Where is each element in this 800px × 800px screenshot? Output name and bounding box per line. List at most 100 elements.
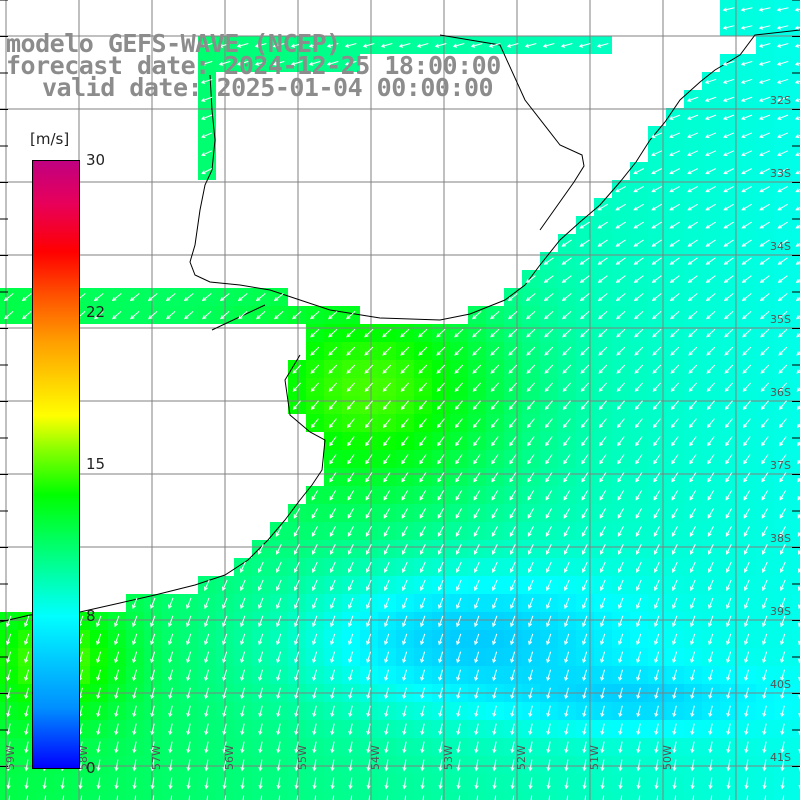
wind-arrow — [726, 651, 732, 664]
wind-arrow — [634, 311, 644, 320]
wind-arrow — [78, 777, 83, 790]
lon-label: 51W — [588, 745, 601, 770]
wind-arrow — [762, 561, 768, 573]
lat-label: 38S — [770, 532, 791, 545]
wind-arrow — [328, 328, 338, 338]
wind-arrow — [689, 525, 697, 537]
wind-arrow — [418, 382, 427, 392]
lon-label: 50W — [661, 745, 674, 770]
wind-arrow — [561, 293, 572, 302]
wind-arrow — [638, 795, 641, 800]
wind-arrow — [26, 795, 29, 800]
wind-arrow — [744, 669, 749, 682]
speed-cell — [774, 792, 792, 800]
wind-arrow — [618, 633, 624, 646]
wind-arrow — [795, 170, 800, 175]
wind-arrow — [544, 346, 554, 356]
wind-arrow — [473, 507, 481, 519]
wind-arrow — [150, 723, 155, 736]
wind-arrow — [204, 597, 210, 610]
wind-arrow — [438, 759, 443, 772]
wind-arrow — [150, 669, 155, 682]
wind-arrow — [456, 687, 461, 700]
wind-arrow — [636, 561, 642, 573]
wind-arrow — [688, 346, 698, 356]
wind-arrow — [402, 687, 407, 700]
wind-arrow — [491, 436, 499, 447]
wind-arrow — [437, 490, 445, 501]
wind-arrow — [168, 597, 174, 610]
wind-arrow — [780, 633, 786, 646]
wind-arrow — [348, 687, 353, 700]
wind-arrow — [615, 275, 626, 283]
wind-arrow — [564, 669, 569, 682]
wind-arrow — [759, 239, 770, 247]
wind-arrow — [634, 400, 643, 411]
wind-arrow — [147, 293, 158, 302]
wind-arrow — [580, 364, 590, 374]
wind-arrow — [366, 633, 372, 646]
wind-arrow — [617, 525, 625, 537]
wind-arrow — [94, 311, 104, 320]
wind-arrow — [240, 579, 246, 592]
wind-arrow — [706, 400, 715, 411]
wind-arrow — [794, 25, 800, 30]
wind-arrow — [508, 311, 518, 320]
wind-arrow — [545, 543, 552, 555]
wind-arrow — [170, 795, 173, 800]
wind-arrow — [597, 293, 608, 302]
wind-arrow — [312, 579, 318, 592]
wind-arrow — [437, 472, 445, 483]
wind-arrow — [473, 490, 481, 501]
wind-arrow — [222, 633, 228, 646]
wind-arrow — [617, 472, 625, 483]
wind-arrow — [618, 777, 623, 790]
wind-arrow — [778, 400, 787, 411]
wind-arrow — [348, 669, 353, 682]
wind-arrow — [510, 777, 515, 790]
wind-arrow — [708, 723, 713, 736]
wind-arrow — [310, 400, 319, 411]
wind-arrow — [526, 418, 535, 429]
wind-arrow — [258, 687, 263, 700]
wind-arrow — [597, 275, 608, 283]
wind-arrow — [563, 454, 571, 465]
wind-arrow — [740, 7, 753, 12]
wind-arrow — [508, 418, 517, 429]
wind-arrow — [168, 777, 173, 790]
wind-arrow — [728, 795, 731, 800]
wind-arrow — [132, 651, 138, 664]
wind-arrow — [760, 382, 769, 392]
wind-arrow — [509, 525, 517, 537]
wind-arrow — [438, 741, 443, 754]
wind-arrow — [744, 705, 749, 718]
wind-arrow — [456, 597, 462, 610]
speed-cell — [324, 792, 342, 800]
wind-arrow — [492, 687, 497, 700]
wind-arrow — [724, 382, 733, 392]
wind-arrow — [276, 597, 282, 610]
wind-arrow — [222, 741, 227, 754]
speed-cell — [720, 792, 738, 800]
speed-cell — [792, 432, 800, 450]
lon-label: 56W — [223, 745, 236, 770]
wind-arrow — [654, 723, 659, 736]
wind-arrow — [272, 43, 285, 48]
wind-arrow — [150, 651, 156, 664]
wind-arrow — [114, 741, 119, 754]
wind-arrow — [530, 795, 533, 800]
wind-arrow — [168, 723, 173, 736]
wind-arrow — [634, 382, 643, 392]
wind-arrow — [510, 723, 515, 736]
wind-arrow — [618, 705, 623, 718]
wind-arrow — [528, 777, 533, 790]
wind-arrow — [796, 369, 800, 374]
wind-arrow — [474, 561, 480, 573]
wind-arrow — [419, 525, 427, 537]
wind-arrow — [383, 436, 391, 447]
wind-arrow — [654, 777, 659, 790]
wind-arrow — [705, 239, 716, 247]
wind-arrow — [776, 96, 789, 102]
lat-label: 33S — [770, 167, 791, 180]
speed-cell — [180, 792, 198, 800]
